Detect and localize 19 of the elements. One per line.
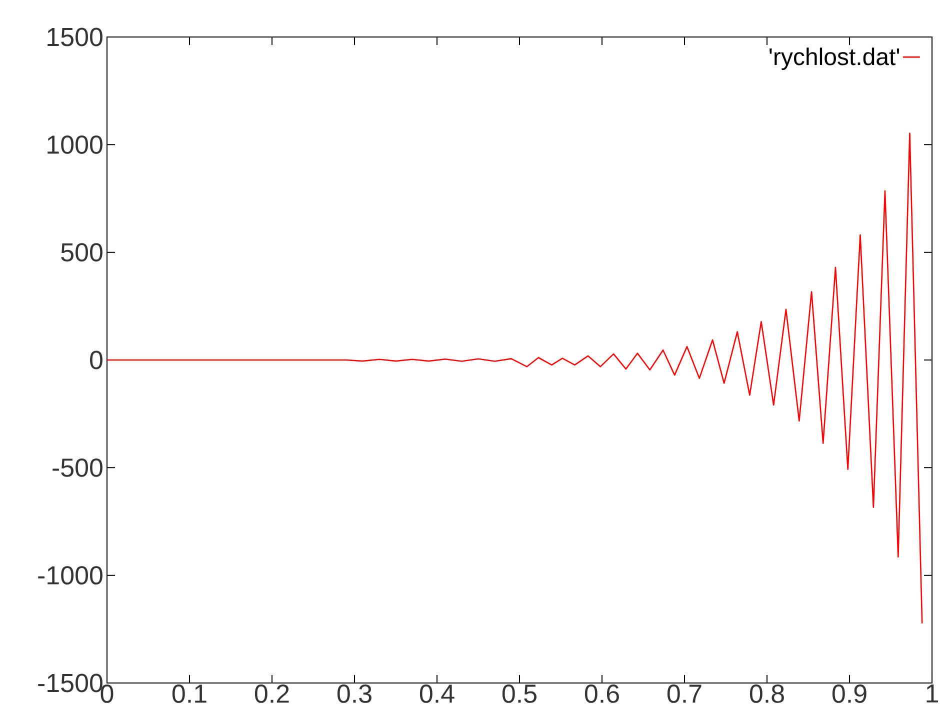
x-tick-label: 0.4 (420, 684, 454, 703)
x-tick-label: 0.2 (254, 684, 289, 703)
y-tick-label: -1500 (38, 674, 102, 692)
y-tick-label: 1000 (48, 135, 102, 154)
y-tick-label: 500 (61, 243, 102, 262)
x-tick-label: 0.6 (584, 684, 619, 703)
x-tick-label: 1 (926, 684, 938, 702)
x-tick-label: 0.5 (502, 684, 536, 703)
line-series (107, 132, 923, 624)
y-tick-label: 0 (90, 350, 102, 370)
y-tick-label: -1000 (38, 566, 102, 585)
x-tick-label: 0.1 (172, 684, 206, 703)
legend-label: 'rychlost.dat' (770, 48, 900, 70)
x-tick-label: 0.3 (337, 684, 372, 703)
x-tick-label: 0.8 (750, 684, 784, 703)
y-tick-label: 1500 (48, 28, 102, 46)
x-tick-label: 0.9 (832, 684, 866, 703)
x-tick-label: 0.7 (667, 684, 702, 703)
y-tick-label: -500 (52, 458, 102, 477)
